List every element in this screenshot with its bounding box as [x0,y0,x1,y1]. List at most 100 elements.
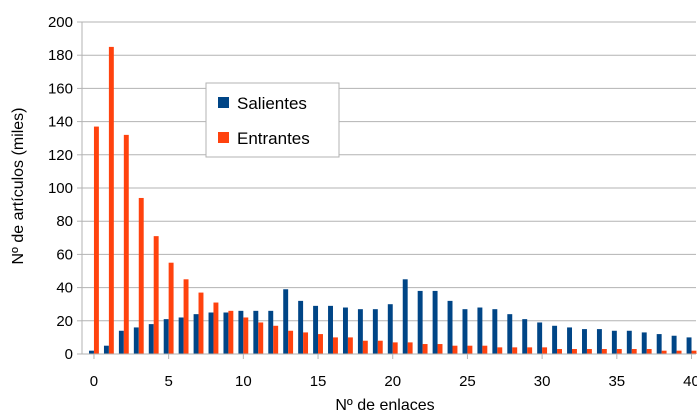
bar-entrantes-3 [138,197,144,354]
y-tick-label-200: 200 [48,14,73,31]
bar-entrantes-29 [527,347,533,354]
bar-salientes-27 [492,309,498,354]
bar-salientes-10 [238,310,244,354]
bar-salientes-39 [671,335,677,354]
x-tick-label-25: 25 [459,373,476,390]
bar-entrantes-30 [542,347,548,354]
y-tick-label-120: 120 [48,147,73,164]
y-tick-label-140: 140 [48,114,73,131]
bars [89,46,697,355]
bar-entrantes-24 [452,345,458,354]
bar-entrantes-13 [288,330,294,354]
bar-salientes-3 [133,327,139,354]
bar-salientes-22 [417,290,423,354]
bar-salientes-34 [596,329,602,354]
bar-entrantes-7 [198,292,204,354]
bar-entrantes-14 [303,332,309,354]
bar-salientes-28 [507,314,513,354]
bar-entrantes-4 [153,236,159,354]
legend-box [205,82,340,158]
y-tick-label-180: 180 [48,47,73,64]
x-axis-title: Nº de enlaces [335,397,434,414]
bar-entrantes-0 [93,126,99,354]
x-tick-label-5: 5 [164,373,172,390]
bar-salientes-26 [477,307,483,354]
bar-salientes-7 [193,314,199,354]
y-axis-title: Nº de artículos (miles) [10,108,27,265]
bar-salientes-29 [522,319,528,354]
y-tick-label-40: 40 [56,280,73,297]
y-tick-label-60: 60 [56,246,73,263]
bar-salientes-38 [656,334,662,354]
bar-entrantes-1 [108,46,114,355]
x-tick-label-20: 20 [384,373,401,390]
bar-entrantes-5 [168,262,174,354]
x-tick-label-10: 10 [235,373,252,390]
x-tick-label-40: 40 [683,373,697,390]
bar-entrantes-31 [557,349,562,354]
bar-salientes-31 [552,325,558,354]
bar-salientes-11 [253,310,259,354]
x-tick-label-30: 30 [534,373,551,390]
gridlines [82,21,696,322]
legend-label-entrantes: Entrantes [237,129,310,148]
legend-swatch-salientes [218,97,229,108]
y-tick-label-20: 20 [56,313,73,330]
bar-entrantes-22 [422,344,428,354]
bar-entrantes-27 [497,347,503,354]
bar-salientes-33 [582,329,587,354]
bar-entrantes-34 [601,349,607,354]
bar-entrantes-8 [213,302,219,354]
bar-entrantes-33 [586,349,592,354]
bar-salientes-2 [118,330,124,354]
bar-entrantes-16 [332,337,338,354]
bar-salientes-13 [283,289,289,354]
bar-entrantes-38 [661,350,667,354]
bar-salientes-36 [626,330,632,354]
bar-entrantes-40 [691,350,697,354]
bar-salientes-0 [89,350,94,354]
bar-entrantes-21 [407,342,413,354]
bar-entrantes-39 [676,350,682,354]
legend-label-salientes: Salientes [237,94,307,113]
bar-entrantes-9 [228,310,234,354]
bar-salientes-32 [567,327,573,354]
bar-salientes-5 [163,319,169,354]
x-tick-label-0: 0 [90,373,98,390]
bar-salientes-40 [686,337,692,354]
bar-entrantes-19 [377,340,383,354]
bar-salientes-18 [357,309,363,354]
bar-entrantes-18 [362,340,368,354]
bar-entrantes-12 [273,325,279,354]
legend-swatch-entrantes [218,132,229,143]
bar-salientes-16 [328,305,333,354]
bar-salientes-9 [223,312,229,354]
bar-salientes-20 [387,304,393,354]
legend: Salientes Entrantes [205,82,340,158]
bar-salientes-15 [313,305,319,354]
bar-salientes-23 [432,290,438,354]
bar-salientes-37 [641,332,647,354]
axes [77,21,696,359]
bar-salientes-25 [462,309,468,354]
bar-salientes-24 [447,300,453,354]
x-tick-label-35: 35 [608,373,625,390]
bar-entrantes-17 [347,337,353,354]
bar-salientes-4 [148,324,154,354]
bar-entrantes-20 [392,342,398,354]
bar-salientes-6 [178,317,184,354]
bar-entrantes-36 [631,349,637,354]
bar-salientes-19 [372,309,378,354]
bar-salientes-35 [611,330,617,354]
bar-salientes-8 [208,312,214,354]
bar-entrantes-26 [482,345,488,354]
bar-entrantes-23 [437,344,443,354]
bar-entrantes-15 [318,334,323,354]
bar-entrantes-28 [512,347,518,354]
bar-salientes-17 [342,307,348,354]
tick-labels: 0 20 40 60 80 100 120 140 160 180 200 0 5 10 15 20 25 30 3… [48,14,697,390]
bar-entrantes-35 [616,349,622,354]
y-tick-label-100: 100 [48,180,73,197]
y-tick-label-160: 160 [48,80,73,97]
